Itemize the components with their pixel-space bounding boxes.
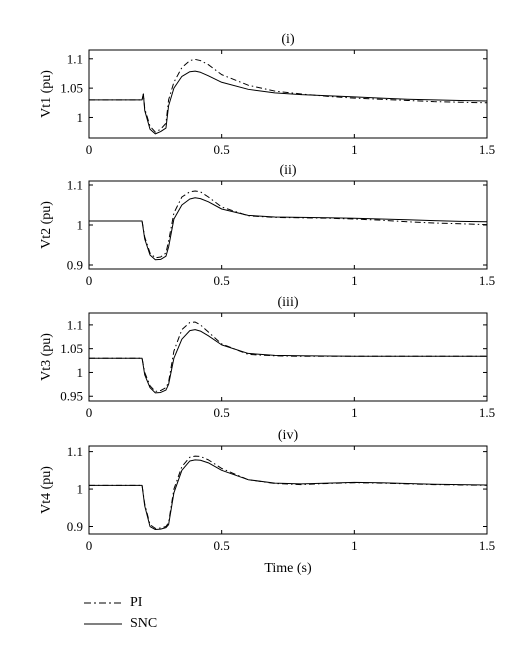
x-tick-label: 1.5 <box>479 273 495 288</box>
series-line-pi <box>89 58 488 133</box>
x-tick-label: 1 <box>351 273 358 288</box>
plot-frame <box>88 180 488 270</box>
series-line-snc <box>89 70 488 135</box>
x-axis-label: Time (s) <box>264 561 312 576</box>
x-tick-label: 0 <box>86 273 93 288</box>
y-axis-label: Vt4 (pu) <box>39 466 54 514</box>
y-tick-label: 1 <box>77 218 84 233</box>
legend-label-pi: PI <box>130 595 143 610</box>
pi-line-swatch <box>84 602 122 604</box>
x-tick-label: 1 <box>351 142 358 157</box>
y-axis-label: Vt3 (pu) <box>39 333 54 381</box>
y-axis-label: Vt2 (pu) <box>39 201 54 249</box>
y-tick-label: 1 <box>77 365 84 380</box>
x-tick-label: 0.5 <box>214 273 230 288</box>
subplot-3: (iii) 0 0.5 1 1.5 0.95 1 1.05 1.1 Vt3 (pu) <box>39 295 495 420</box>
x-tick-label: 0 <box>86 538 93 553</box>
y-tick-label: 1.1 <box>67 51 83 66</box>
y-tick-label: 1 <box>77 482 84 497</box>
subplot-4: (iv) 0 0.5 1 1.5 0.9 1 1.1 Vt4 (pu) Time (s) <box>39 428 495 576</box>
series-line-pi <box>89 455 488 529</box>
series-line-snc <box>89 197 488 261</box>
subplot-1: (i) 0 0.5 1 1.5 1 1.05 1.1 Vt1 (pu) <box>39 32 495 157</box>
x-tick-label: 0.5 <box>214 538 230 553</box>
x-tick-label: 1.5 <box>479 142 495 157</box>
subplot-title: (ii) <box>279 163 296 178</box>
y-tick-label: 1.1 <box>67 444 83 459</box>
y-tick-label: 1.1 <box>67 178 83 193</box>
y-tick-label: 1.05 <box>60 341 83 356</box>
y-tick-label: 1.1 <box>67 317 83 332</box>
series-line-pi <box>89 190 488 259</box>
series-line-snc <box>89 329 487 394</box>
plot-frame <box>88 49 488 139</box>
subplot-title: (iv) <box>278 428 299 443</box>
legend: PI SNC <box>84 594 284 634</box>
x-tick-label: 1 <box>351 405 358 420</box>
plot-frame <box>88 445 488 535</box>
x-tick-label: 0.5 <box>214 142 230 157</box>
snc-line-swatch <box>84 623 122 625</box>
x-tick-label: 1 <box>351 538 358 553</box>
subplot-title: (i) <box>281 32 295 47</box>
subplot-2: (ii) 0 0.5 1 1.5 0.9 1 1.1 Vt2 (pu) <box>39 163 495 288</box>
y-axis-label: Vt1 (pu) <box>39 70 54 118</box>
y-tick-label: 1 <box>77 110 84 125</box>
x-tick-label: 0 <box>86 405 93 420</box>
series-line-snc <box>89 459 488 531</box>
x-tick-label: 0.5 <box>214 405 230 420</box>
plot-frame <box>88 312 488 402</box>
legend-label-snc: SNC <box>130 616 158 631</box>
subplot-title: (iii) <box>278 295 299 310</box>
y-tick-label: 0.95 <box>60 389 83 404</box>
y-tick-label: 0.9 <box>67 519 83 534</box>
y-tick-label: 1.05 <box>60 81 83 96</box>
x-tick-label: 0 <box>86 142 93 157</box>
x-tick-label: 1.5 <box>479 538 495 553</box>
x-tick-label: 1.5 <box>479 405 495 420</box>
y-tick-label: 0.9 <box>67 258 83 273</box>
